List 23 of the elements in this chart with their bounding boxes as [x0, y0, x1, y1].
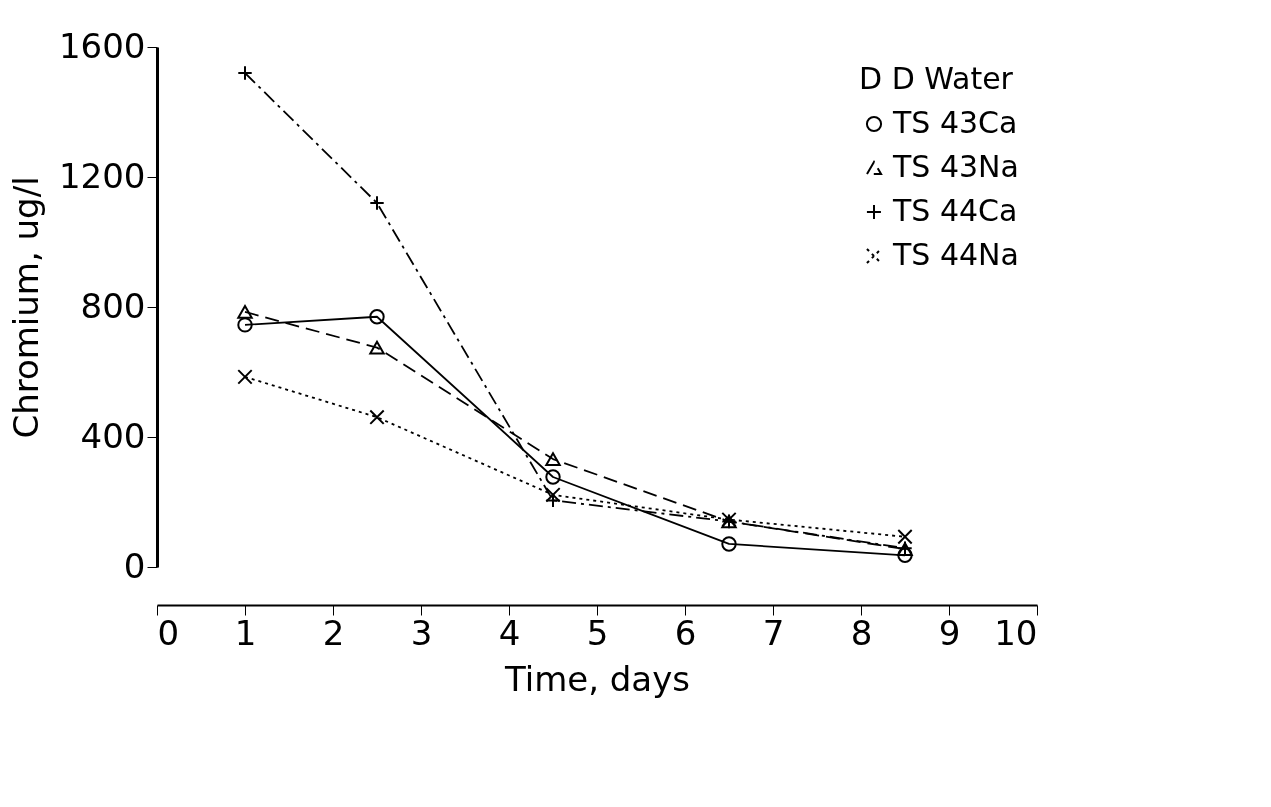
x-tick-label: 9 [938, 612, 961, 653]
x-tick-label: 7 [762, 612, 785, 653]
y-axis-title: Chromium, ug/l [5, 176, 46, 439]
x-tick-label: 8 [850, 612, 873, 653]
legend-label: TS 43Na [892, 149, 1019, 184]
x-tick-label: 3 [410, 612, 433, 653]
x-tick-label: 5 [586, 612, 609, 653]
x-tick-label: 2 [322, 612, 345, 653]
legend-label: TS 44Ca [892, 193, 1018, 228]
legend-label: TS 44Na [892, 237, 1019, 272]
legend-title: D D Water [859, 61, 1014, 96]
y-tick-label: 0 [123, 545, 146, 586]
y-tick-label: 400 [80, 415, 146, 456]
y-tick-label: 1200 [58, 155, 146, 196]
legend-label: TS 43Ca [892, 105, 1018, 140]
x-tick-label: 10 [994, 612, 1038, 653]
x-tick-label: 4 [498, 612, 521, 653]
x-tick-label: 0 [157, 612, 180, 653]
x-tick-label: 6 [674, 612, 697, 653]
x-tick-label: 1 [234, 612, 257, 653]
y-tick-label: 800 [80, 285, 146, 326]
y-tick-label: 1600 [58, 25, 146, 66]
x-axis-title: Time, days [503, 658, 691, 699]
